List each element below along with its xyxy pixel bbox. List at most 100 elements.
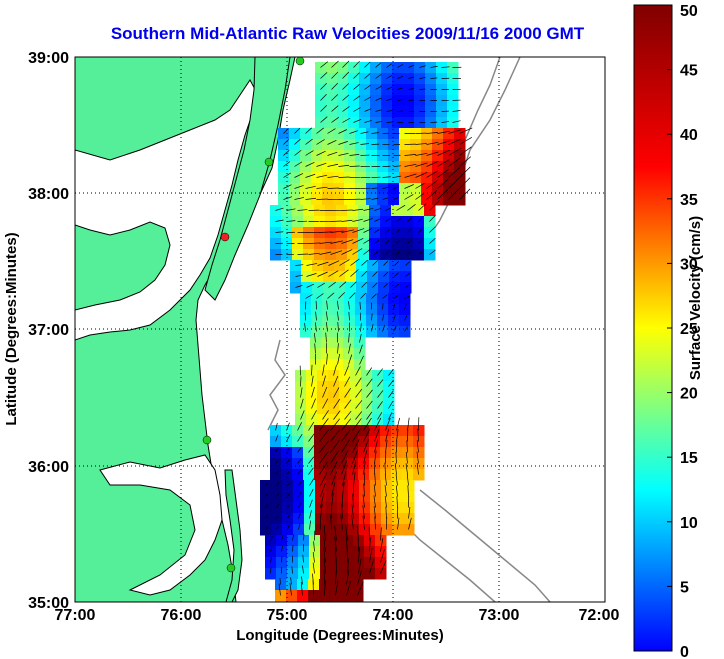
- velocity-arrow: [316, 174, 328, 178]
- velocity-cell: [341, 579, 353, 591]
- velocity-arrow: [396, 218, 401, 222]
- velocity-arrow: [308, 433, 315, 442]
- velocity-arrow: [407, 228, 412, 233]
- velocity-arrow: [297, 458, 302, 464]
- velocity-cell: [331, 568, 343, 580]
- velocity-cell: [326, 480, 338, 492]
- velocity-arrow: [349, 154, 360, 156]
- velocity-arrow: [331, 94, 339, 101]
- velocity-cell: [300, 304, 312, 316]
- velocity-arrow: [393, 186, 399, 189]
- velocity-arrow: [407, 217, 412, 222]
- velocity-cell: [282, 480, 294, 492]
- velocity-arrow: [372, 271, 378, 277]
- velocity-arrow: [309, 478, 315, 486]
- velocity-arrow: [338, 153, 349, 156]
- velocity-cell: [377, 326, 389, 338]
- velocity-cell: [315, 62, 327, 74]
- velocity-cell: [354, 337, 366, 349]
- velocity-arrow: [360, 292, 367, 299]
- velocity-arrow: [383, 271, 389, 277]
- velocity-cell: [306, 414, 318, 426]
- velocity-arrow: [313, 541, 315, 552]
- velocity-cell: [369, 447, 381, 459]
- velocity-cell: [320, 535, 332, 547]
- velocity-arrow: [448, 177, 460, 189]
- velocity-arrow: [331, 471, 337, 486]
- velocity-arrow: [333, 364, 337, 376]
- velocity-arrow: [344, 388, 351, 398]
- velocity-cell: [389, 282, 401, 294]
- velocity-cell: [348, 84, 360, 96]
- velocity-cell: [326, 73, 338, 85]
- velocity-cell: [366, 315, 378, 327]
- velocity-arrow: [298, 523, 301, 530]
- velocity-cell: [413, 227, 425, 239]
- y-axis-label: Latitude (Degrees:Minutes): [3, 232, 20, 425]
- velocity-cell: [300, 315, 312, 327]
- velocity-arrow: [316, 293, 324, 299]
- velocity-arrow: [275, 219, 284, 222]
- velocity-cell: [314, 447, 326, 459]
- station-marker: [264, 157, 274, 167]
- velocity-cell: [348, 491, 360, 503]
- velocity-cell: [315, 524, 327, 536]
- velocity-cell: [293, 502, 305, 514]
- velocity-arrow: [312, 562, 315, 574]
- velocity-cell: [380, 458, 392, 470]
- velocity-arrow: [338, 141, 348, 145]
- velocity-arrow: [275, 231, 284, 233]
- velocity-cell: [353, 546, 365, 558]
- velocity-cell: [304, 480, 316, 492]
- velocity-arrow: [283, 139, 289, 145]
- velocity-cell: [366, 304, 378, 316]
- velocity-cell: [372, 392, 384, 404]
- velocity-arrow: [437, 130, 450, 134]
- velocity-cell: [402, 249, 414, 261]
- velocity-cell: [345, 282, 357, 294]
- colorbar-tick-label: 50: [680, 3, 698, 20]
- velocity-arrow: [357, 569, 363, 585]
- velocity-arrow: [348, 301, 350, 310]
- velocity-arrow: [366, 378, 373, 387]
- velocity-arrow: [283, 150, 290, 156]
- velocity-cell: [358, 249, 370, 261]
- velocity-cell: [372, 381, 384, 393]
- velocity-cell: [325, 447, 337, 459]
- velocity-cell: [366, 293, 378, 305]
- colorbar-tick-label: 20: [680, 386, 698, 403]
- colorbar-tick-label: 10: [680, 515, 698, 532]
- station-marker: [226, 563, 236, 573]
- velocity-cell: [297, 579, 309, 591]
- velocity-cell: [358, 458, 370, 470]
- velocity-arrow: [417, 428, 419, 442]
- velocity-cell: [304, 502, 316, 514]
- velocity-arrow: [328, 281, 336, 288]
- velocity-cell: [325, 458, 337, 470]
- velocity-arrow: [294, 149, 302, 156]
- velocity-arrow: [372, 282, 378, 288]
- velocity-arrow: [416, 440, 419, 453]
- velocity-cell: [432, 194, 444, 206]
- velocity-cell: [321, 337, 333, 349]
- velocity-cell: [314, 469, 326, 481]
- velocity-arrow: [337, 311, 339, 321]
- velocity-arrow: [319, 451, 329, 464]
- velocity-arrow: [286, 434, 291, 442]
- velocity-arrow: [383, 260, 389, 266]
- velocity-cell: [271, 480, 283, 492]
- velocity-arrow: [366, 367, 373, 376]
- velocity-cell: [281, 458, 293, 470]
- velocity-arrow: [338, 164, 350, 167]
- velocity-arrow: [375, 120, 383, 123]
- velocity-arrow: [353, 72, 360, 79]
- velocity-arrow: [380, 549, 385, 563]
- velocity-arrow: [361, 281, 368, 288]
- velocity-cell: [354, 348, 366, 360]
- velocity-cell: [343, 337, 355, 349]
- velocity-arrow: [276, 482, 280, 486]
- map-title: Southern Mid-Atlantic Raw Velocities 200…: [110, 24, 585, 43]
- velocity-cell: [350, 381, 362, 393]
- velocity-cell: [377, 304, 389, 316]
- velocity-arrow: [363, 238, 372, 244]
